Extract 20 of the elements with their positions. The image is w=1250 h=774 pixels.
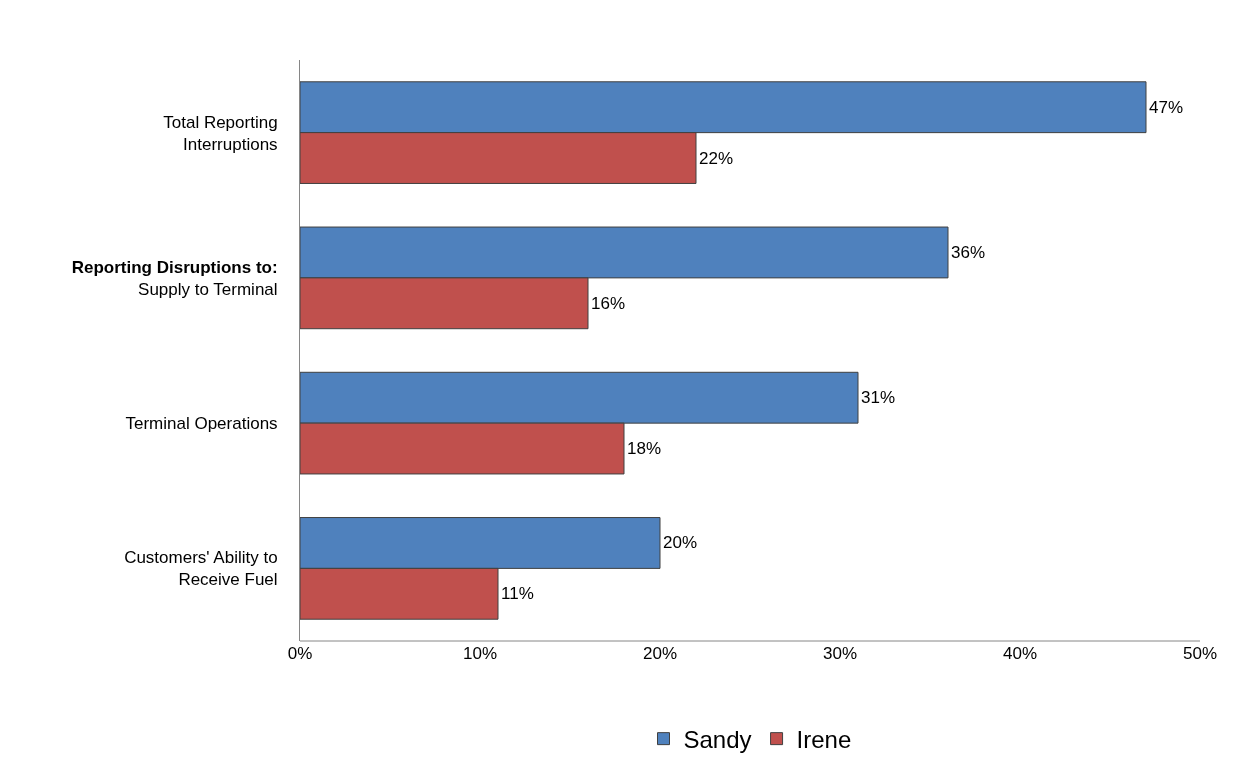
data-label: 47%	[1149, 97, 1184, 117]
data-label: 31%	[861, 388, 896, 408]
y-tick-label: Customers' Ability to Receive Fuel	[124, 548, 278, 590]
x-tick-label: 20%	[642, 644, 678, 663]
y-tick-label: Terminal Operations	[125, 414, 278, 434]
y-tick-label: Total Reporting Interruptions	[163, 112, 278, 154]
legend-label: Sandy	[683, 725, 752, 753]
data-label: 18%	[627, 439, 662, 459]
data-label: 20%	[663, 533, 698, 553]
x-tick-label: 40%	[1002, 644, 1038, 663]
x-tick-label: 50%	[1182, 644, 1218, 663]
data-label: 22%	[699, 148, 734, 168]
y-tick-label: Reporting Disruptions to: Supply to Terminal	[71, 257, 278, 299]
x-tick-label: 30%	[822, 644, 858, 663]
data-label: 36%	[951, 242, 986, 262]
data-label: 16%	[591, 293, 626, 313]
legend-label: Irene	[796, 725, 852, 753]
x-tick-label: 0%	[287, 644, 313, 663]
x-tick-label: 10%	[462, 644, 498, 663]
data-label: 11%	[501, 584, 534, 604]
